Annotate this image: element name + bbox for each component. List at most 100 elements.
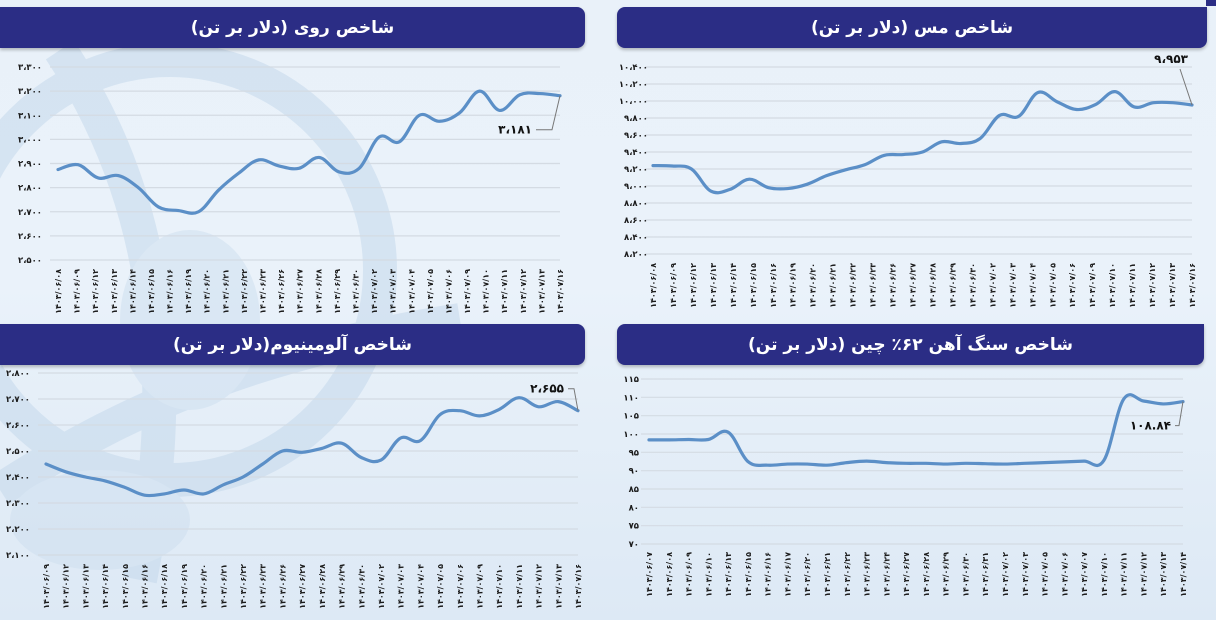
y-tick-label: ۲،۴۰۰	[6, 473, 30, 483]
y-tick-label: ۳،۲۰۰	[18, 87, 42, 97]
x-tick-label: ۱۴۰۳/۰۷/۱۶	[1188, 263, 1197, 308]
y-tick-label: ۲،۱۰۰	[6, 551, 30, 561]
x-tick-label: ۱۴۰۳/۰۶/۲۱	[823, 552, 832, 597]
corner-marker	[1206, 0, 1216, 6]
y-tick-label: ۹۰	[629, 467, 639, 477]
y-tick-label: ۹۵	[629, 448, 639, 458]
x-tick-label: ۱۴۰۳/۰۶/۱۶	[769, 263, 778, 308]
y-tick-label: ۱۰،۲۰۰	[619, 80, 648, 90]
x-tick-label: ۱۴۰۳/۰۶/۲۲	[239, 564, 248, 609]
x-tick-label: ۱۴۰۳/۰۶/۲۸	[318, 564, 327, 609]
x-tick-label: ۱۴۰۳/۰۶/۰۷	[645, 552, 654, 597]
x-tick-label: ۱۴۰۳/۰۶/۰۹	[669, 263, 678, 308]
x-tick-label: ۱۴۰۳/۰۷/۱۰	[1100, 552, 1109, 597]
last-value-label: ۳،۱۸۱	[498, 123, 532, 137]
aluminum-chart-title: شاخص آلومینیوم(دلار بر تن)	[0, 324, 585, 365]
x-tick-label: ۱۴۰۳/۰۶/۲۰	[203, 269, 212, 314]
y-tick-label: ۸،۴۰۰	[624, 233, 648, 243]
x-tick-label: ۱۴۰۳/۰۷/۰۳	[397, 564, 406, 609]
zinc-chart-title: شاخص روی (دلار بر تن)	[0, 7, 585, 48]
zinc-line-chart: ۲،۵۰۰ ۲،۶۰۰ ۲،۷۰۰ ۲،۸۰۰ ۲،۹۰۰ ۳،۰۰۰ ۳،۱۰۰ ۳،۲۰۰…	[18, 63, 565, 314]
x-tick-label: ۱۴۰۳/۰۷/۱۱	[515, 564, 524, 609]
x-tick-label: ۱۴۰۳/۰۶/۲۱	[219, 564, 228, 609]
x-tick-label: ۱۴۰۳/۰۷/۱۶	[556, 269, 565, 314]
x-tick-label: ۱۴۰۳/۰۶/۲۱	[221, 269, 230, 314]
x-tick-label: ۱۴۰۳/۰۷/۰۲	[370, 269, 379, 314]
copper-line-chart: ۸،۲۰۰ ۸،۴۰۰ ۸،۶۰۰ ۸،۸۰۰ ۹،۰۰۰ ۹،۲۰۰ ۹،۴۰۰ ۹،۶۰۰…	[619, 52, 1197, 308]
x-tick-label: ۱۴۰۳/۰۶/۲۰	[200, 564, 209, 609]
x-tick-label: ۱۴۰۳/۰۷/۱۶	[574, 564, 583, 609]
x-tick-label: ۱۴۰۳/۰۶/۱۶	[141, 564, 150, 609]
x-tick-label: ۱۴۰۳/۰۷/۱۳	[537, 269, 546, 314]
y-tick-label: ۱۰۵	[623, 412, 639, 422]
y-tick-label: ۳،۱۰۰	[18, 111, 42, 121]
x-tick-label: ۱۴۰۳/۰۷/۰۹	[1088, 263, 1097, 308]
x-tick-label: ۱۴۰۳/۰۷/۰۵	[1048, 263, 1057, 308]
y-tick-label: ۹،۲۰۰	[624, 165, 648, 175]
y-tick-label: ۲،۶۰۰	[18, 232, 42, 242]
x-tick-label: ۱۴۰۳/۰۷/۱۱	[1128, 263, 1137, 308]
x-tick-label: ۱۴۰۳/۰۶/۲۶	[278, 564, 287, 609]
x-tick-label: ۱۴۰۳/۰۶/۱۹	[180, 564, 189, 609]
x-tick-label: ۱۴۰۳/۰۶/۱۲	[91, 269, 100, 314]
x-tick-label: ۱۴۰۳/۰۷/۰۶	[1068, 263, 1077, 308]
x-tick-label: ۱۴۰۳/۰۶/۳۰	[968, 263, 977, 308]
x-tick-label: ۱۴۰۳/۰۶/۱۴	[128, 269, 137, 314]
x-tick-label: ۱۴۰۳/۰۷/۱۰	[482, 269, 491, 314]
y-tick-label: ۲،۹۰۰	[18, 160, 42, 170]
x-tick-label: ۱۴۰۳/۰۶/۲۰	[809, 263, 818, 308]
zinc-chart-panel: شاخص روی (دلار بر تن) ۲،۵۰۰ ۲،۶۰۰ ۲،۷۰۰ ۲،۸…	[0, 7, 600, 317]
x-tick-label: ۱۴۰۳/۰۶/۱۵	[744, 552, 753, 597]
x-tick-label: ۱۴۰۳/۰۷/۰۶	[444, 269, 453, 314]
x-tick-label: ۱۴۰۳/۰۷/۱۳	[554, 564, 563, 609]
x-tick-label: ۱۴۰۳/۰۶/۳۰	[961, 552, 970, 597]
y-tick-label: ۹،۰۰۰	[624, 182, 648, 192]
x-tick-label: ۱۴۰۳/۰۷/۰۴	[416, 564, 425, 609]
iron-ore-line-chart: ۷۰ ۷۵ ۸۰ ۸۵ ۹۰ ۹۵ ۱۰۰ ۱۰۵ ۱۱۰ ۱۱۵ ۱۴۰۳/۰۶/۰۷ ۱۴۰۳/۰…	[623, 375, 1188, 597]
x-tick-label: ۱۴۰۳/۰۶/۲۹	[948, 263, 957, 308]
y-tick-label: ۹،۶۰۰	[624, 131, 648, 141]
x-tick-label: ۱۴۰۳/۰۷/۱۰	[1108, 263, 1117, 308]
x-tick-label: ۱۴۰۳/۰۷/۱۳	[1168, 263, 1177, 308]
y-tick-label: ۲،۲۰۰	[6, 525, 30, 535]
y-tick-label: ۸،۶۰۰	[624, 216, 648, 226]
y-tick-label: ۱۱۵	[623, 375, 639, 385]
y-tick-label: ۹،۸۰۰	[624, 114, 648, 124]
x-tick-label: ۱۴۰۳/۰۷/۱۱	[500, 269, 509, 314]
x-tick-label: ۱۴۰۳/۰۶/۲۸	[314, 269, 323, 314]
x-tick-label: ۱۴۰۳/۰۶/۳۰	[357, 564, 366, 609]
x-tick-label: ۱۴۰۳/۰۶/۲۳	[863, 552, 872, 597]
y-tick-label: ۱۱۰	[623, 393, 639, 403]
x-tick-label: ۱۴۰۳/۰۶/۰۸	[54, 269, 63, 314]
copper-chart-panel: شاخص مس (دلار بر تن) ۸،۲۰۰ ۸،۴۰۰ ۸،۶۰۰ ۸،۸۰…	[617, 7, 1216, 317]
x-tick-label: ۱۴۰۳/۰۷/۰۹	[475, 564, 484, 609]
x-tick-label: ۱۴۰۳/۰۶/۰۹	[73, 269, 82, 314]
x-tick-label: ۱۴۰۳/۰۶/۱۶	[166, 269, 175, 314]
annotation-leader	[568, 388, 579, 411]
x-tick-label: ۱۴۰۳/۰۶/۱۴	[729, 263, 738, 308]
x-tick-label: ۱۴۰۳/۰۷/۱۲	[1139, 552, 1148, 597]
y-tick-label: ۲،۸۰۰	[6, 369, 30, 379]
annotation-leader	[1175, 401, 1184, 427]
x-tick-label: ۱۴۰۳/۰۷/۰۹	[463, 269, 472, 314]
x-tick-label: ۱۴۰۳/۰۶/۱۳	[110, 269, 119, 314]
x-tick-label: ۱۴۰۳/۰۷/۰۳	[1021, 552, 1030, 597]
y-tick-label: ۲،۸۰۰	[18, 184, 42, 194]
x-tick-label: ۱۴۰۳/۰۶/۱۳	[81, 564, 90, 609]
x-tick-label: ۱۴۰۳/۰۶/۲۶	[889, 263, 898, 308]
y-tick-label: ۸۰	[629, 503, 639, 513]
iron-ore-chart-title: شاخص سنگ آهن ۶۲٪ چین (دلار بر تن)	[617, 324, 1204, 365]
y-tick-label: ۷۵	[629, 522, 639, 532]
x-tick-label: ۱۴۰۳/۰۷/۱۱	[1120, 552, 1129, 597]
x-tick-label: ۱۴۰۳/۰۷/۰۵	[426, 269, 435, 314]
aluminum-line-chart: ۲،۱۰۰ ۲،۲۰۰ ۲،۳۰۰ ۲،۴۰۰ ۲،۵۰۰ ۲،۶۰۰ ۲،۷۰۰ ۲،۸۰۰…	[6, 369, 583, 609]
x-tick-label: ۱۴۰۳/۰۷/۰۲	[1001, 552, 1010, 597]
x-tick-label: ۱۴۰۳/۰۷/۱۲	[519, 269, 528, 314]
x-tick-label: ۱۴۰۳/۰۶/۲۷	[298, 564, 307, 609]
y-tick-label: ۱۰،۰۰۰	[619, 97, 648, 107]
x-tick-label: ۱۴۰۳/۰۶/۱۶	[764, 552, 773, 597]
iron-ore-chart-panel: شاخص سنگ آهن ۶۲٪ چین (دلار بر تن) ۷۰ ۷۵ ۸۰…	[617, 324, 1216, 620]
annotation-leader	[536, 95, 561, 131]
x-tick-label: ۱۴۰۳/۰۷/۰۵	[1041, 552, 1050, 597]
x-tick-label: ۱۴۰۳/۰۶/۲۲	[843, 552, 852, 597]
